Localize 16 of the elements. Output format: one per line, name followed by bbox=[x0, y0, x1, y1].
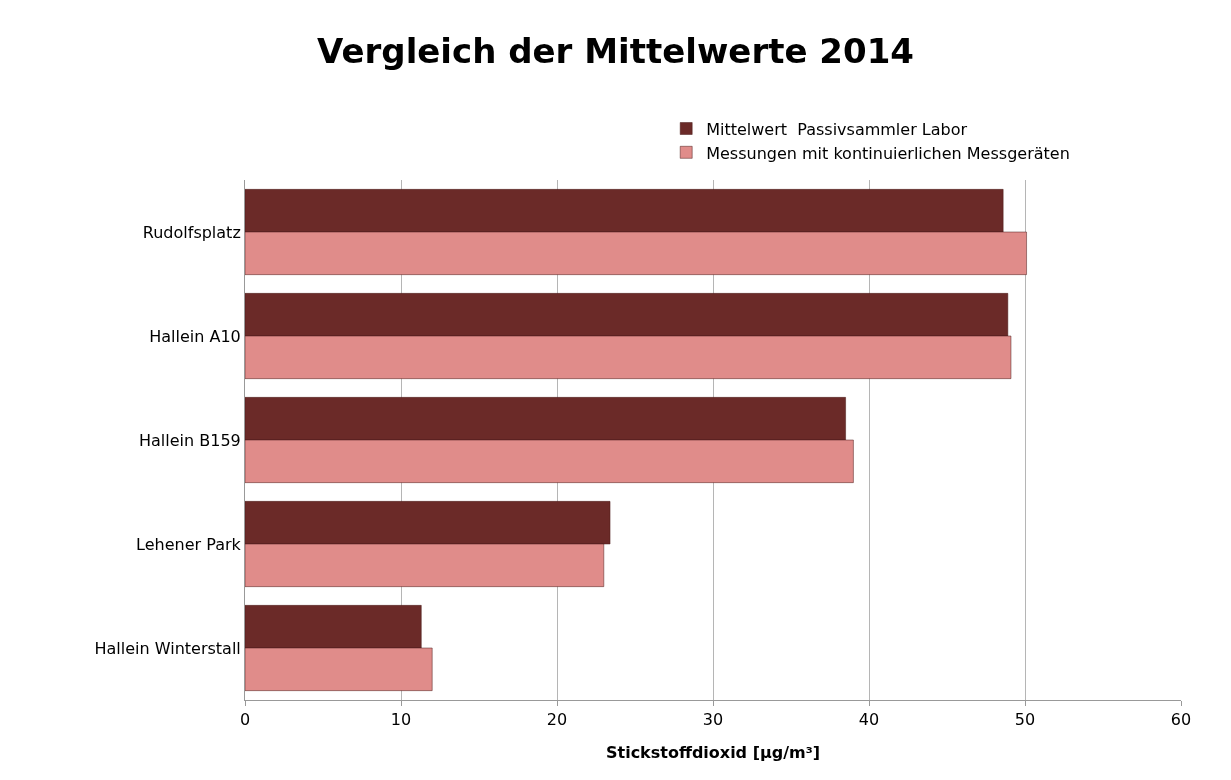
x-tick-label: 0 bbox=[239, 710, 251, 730]
legend-label: Messungen mit kontinuierlichen Messgeräten bbox=[706, 143, 1070, 163]
x-axis-title: Stickstoffdioxid [µg/m³] bbox=[605, 743, 821, 762]
x-tick-label: 30 bbox=[702, 710, 724, 730]
y-tick-label: Lehener Park bbox=[136, 534, 242, 554]
chart-title: Vergleich der Mittelwerte 2014 bbox=[317, 30, 914, 71]
x-tick-label: 20 bbox=[546, 710, 568, 730]
x-tick-label: 10 bbox=[390, 710, 412, 730]
y-tick-label: Hallein A10 bbox=[149, 326, 241, 346]
x-tick-label: 40 bbox=[858, 710, 880, 730]
x-tick-label: 50 bbox=[1014, 710, 1036, 730]
x-tick-label: 60 bbox=[1170, 710, 1192, 730]
legend-label: Mittelwert Passivsammler Labor bbox=[706, 119, 968, 139]
y-tick-label: Rudolfsplatz bbox=[142, 222, 241, 242]
y-tick-label: Hallein Winterstall bbox=[94, 638, 241, 658]
y-tick-label: Hallein B159 bbox=[139, 430, 241, 450]
